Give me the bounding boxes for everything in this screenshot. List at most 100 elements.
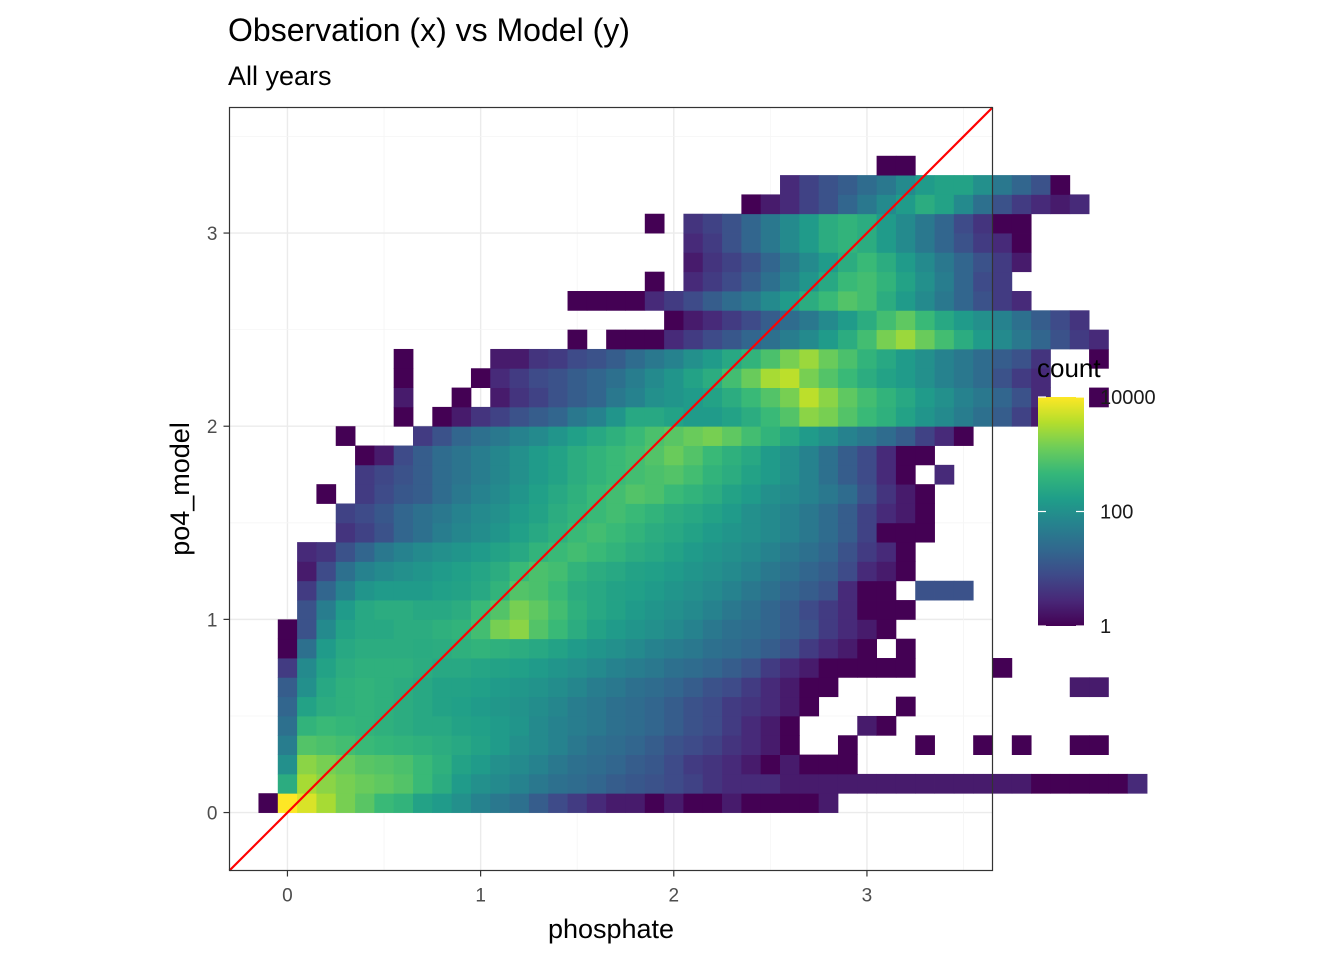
heatmap-bin xyxy=(780,387,800,408)
heatmap-bin xyxy=(451,522,472,543)
heatmap-bin xyxy=(837,773,858,794)
heatmap-bin xyxy=(413,735,433,755)
heatmap-bin xyxy=(722,406,742,427)
heatmap-bin xyxy=(528,368,549,388)
heatmap-bin xyxy=(1031,194,1051,215)
heatmap-bin xyxy=(509,368,530,388)
heatmap-bin xyxy=(432,580,453,601)
heatmap-bin xyxy=(973,406,993,427)
heatmap-bin xyxy=(722,793,742,813)
heatmap-bin xyxy=(895,271,916,292)
heatmap-bin xyxy=(876,213,897,234)
heatmap-bin xyxy=(606,464,626,485)
heatmap-bin xyxy=(548,484,568,504)
heatmap-bin xyxy=(683,754,704,775)
heatmap-bin xyxy=(741,600,762,620)
heatmap-bin xyxy=(470,754,491,775)
heatmap-bin xyxy=(992,348,1013,369)
heatmap-bin xyxy=(548,426,568,446)
heatmap-bin xyxy=(470,484,491,504)
heatmap-bin xyxy=(837,561,858,582)
heatmap-bin xyxy=(528,773,549,794)
heatmap-bin xyxy=(625,542,646,562)
heatmap-bin xyxy=(992,252,1013,273)
heatmap-bin xyxy=(722,368,742,388)
heatmap-bin xyxy=(780,600,800,620)
heatmap-bin xyxy=(606,329,626,350)
heatmap-bin xyxy=(509,561,530,582)
chart-title: Observation (x) vs Model (y) xyxy=(228,12,630,48)
heatmap-bin xyxy=(818,658,839,678)
heatmap-bin xyxy=(934,291,955,311)
heatmap-bin xyxy=(355,542,375,562)
heatmap-bin xyxy=(780,735,800,755)
heatmap-bin xyxy=(355,773,375,794)
heatmap-bin xyxy=(548,464,568,485)
heatmap-bin xyxy=(973,348,993,369)
heatmap-bin xyxy=(413,484,433,504)
heatmap-bin xyxy=(470,696,491,717)
heatmap-bin xyxy=(857,233,877,253)
heatmap-bin xyxy=(722,696,742,717)
y-tick-label: 1 xyxy=(207,610,218,631)
heatmap-bin xyxy=(393,754,414,775)
heatmap-bin xyxy=(548,715,568,736)
heatmap-bin xyxy=(702,291,723,311)
heatmap-bin xyxy=(722,600,742,620)
heatmap-bin xyxy=(451,406,472,427)
heatmap-bin xyxy=(355,638,375,659)
heatmap-bin xyxy=(683,793,704,813)
heatmap-bin xyxy=(915,387,935,408)
heatmap-bin xyxy=(818,542,839,562)
heatmap-bin xyxy=(876,619,897,640)
heatmap-bin xyxy=(355,658,375,678)
heatmap-bin xyxy=(837,310,858,331)
heatmap-bin xyxy=(741,464,762,485)
heatmap-bin xyxy=(818,194,839,215)
heatmap-bin xyxy=(664,542,684,562)
heatmap-bin xyxy=(992,194,1013,215)
heatmap-bin xyxy=(567,696,588,717)
heatmap-bin xyxy=(470,735,491,755)
heatmap-bin xyxy=(818,329,839,350)
heatmap-bin xyxy=(1050,310,1071,331)
heatmap-bin xyxy=(818,484,839,504)
heatmap-bin xyxy=(760,580,781,601)
heatmap-bin xyxy=(644,658,665,678)
heatmap-bin xyxy=(818,348,839,369)
heatmap-bin xyxy=(528,426,549,446)
heatmap-bin xyxy=(470,677,491,698)
heatmap-bin xyxy=(818,754,839,775)
heatmap-bin xyxy=(953,773,974,794)
heatmap-bin xyxy=(992,658,1013,678)
heatmap-bin xyxy=(760,271,781,292)
heatmap-bin xyxy=(992,291,1013,311)
heatmap-bin xyxy=(992,175,1013,195)
heatmap-bin xyxy=(297,638,317,659)
heatmap-bin xyxy=(586,715,607,736)
heatmap-bin xyxy=(490,735,510,755)
heatmap-bin xyxy=(490,754,510,775)
heatmap-bins xyxy=(258,155,1148,813)
heatmap-bin xyxy=(393,464,414,485)
heatmap-bin xyxy=(915,406,935,427)
heatmap-bin xyxy=(509,522,530,543)
heatmap-bin xyxy=(857,348,877,369)
heatmap-bin xyxy=(335,754,356,775)
heatmap-bin xyxy=(857,252,877,273)
heatmap-bin xyxy=(664,793,684,813)
heatmap-bin xyxy=(1089,677,1109,698)
x-axis: 0 1 2 3 xyxy=(282,870,872,907)
heatmap-bin xyxy=(567,445,588,466)
heatmap-bin xyxy=(664,619,684,640)
heatmap-bin xyxy=(953,194,974,215)
heatmap-bin xyxy=(258,793,279,813)
heatmap-bin xyxy=(413,715,433,736)
heatmap-bin xyxy=(857,561,877,582)
heatmap-bin xyxy=(432,754,453,775)
heatmap-bin xyxy=(876,271,897,292)
heatmap-bin xyxy=(644,484,665,504)
heatmap-bin xyxy=(895,638,916,659)
heatmap-bin xyxy=(606,445,626,466)
heatmap-bin xyxy=(451,503,472,524)
